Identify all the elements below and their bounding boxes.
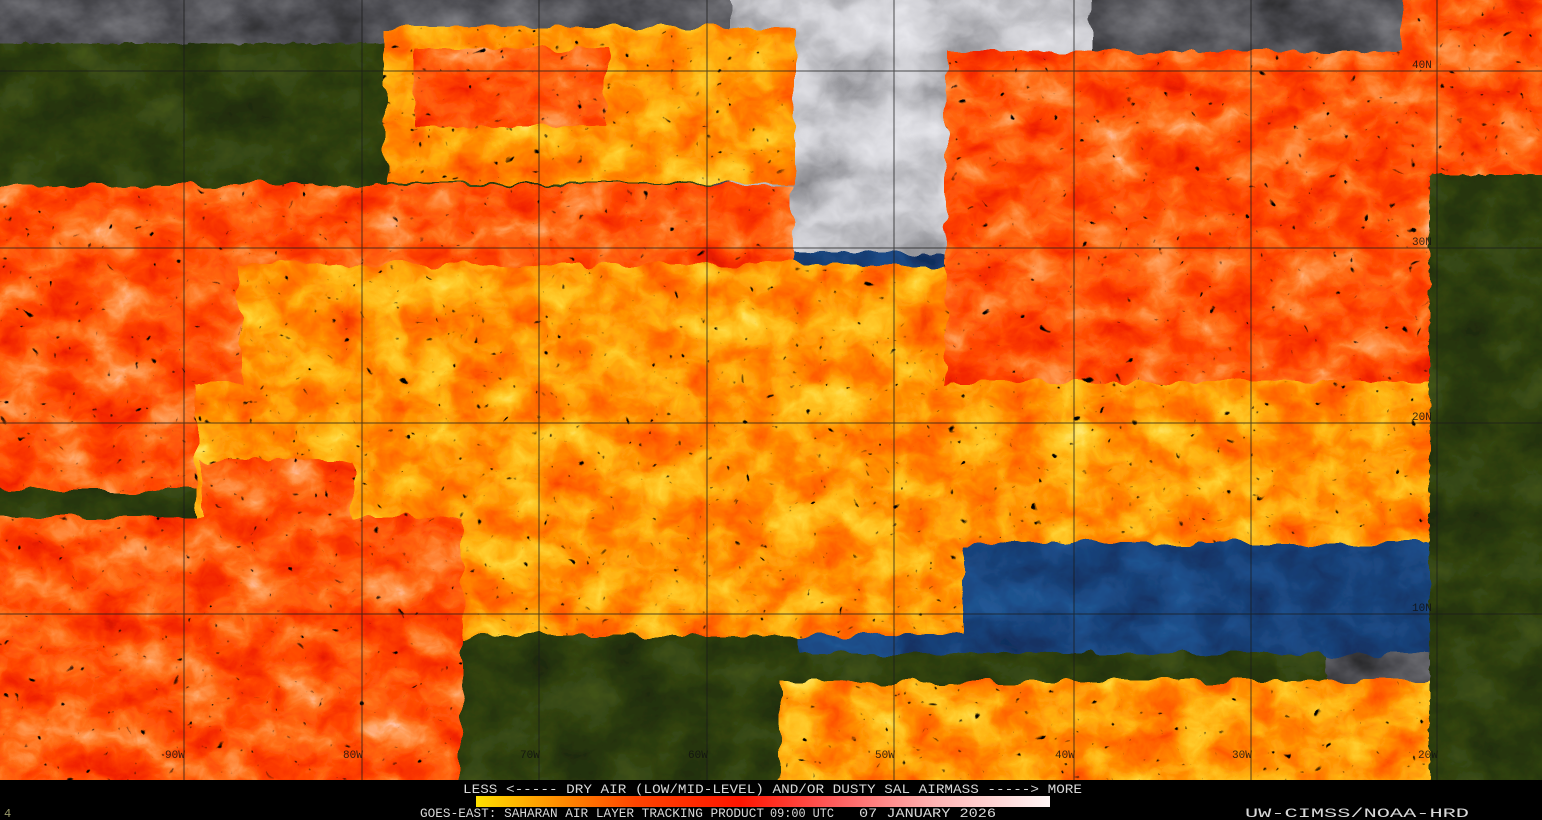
svg-text:09:00 UTC: 09:00 UTC <box>770 807 834 820</box>
svg-text:07 JANUARY 2026: 07 JANUARY 2026 <box>859 807 996 820</box>
svg-text:20W: 20W <box>1418 750 1438 762</box>
svg-text:20N: 20N <box>1412 412 1432 424</box>
svg-text:40N: 40N <box>1412 60 1432 72</box>
svg-text:30N: 30N <box>1412 237 1432 249</box>
svg-text:70W: 70W <box>520 750 540 762</box>
svg-text:GOES-EAST: SAHARAN AIR LAYER T: GOES-EAST: SAHARAN AIR LAYER TRACKING PR… <box>420 807 765 820</box>
svg-text:60W: 60W <box>688 750 708 762</box>
svg-text:40W: 40W <box>1055 750 1075 762</box>
svg-text:30W: 30W <box>1232 750 1252 762</box>
svg-text:10N: 10N <box>1412 603 1432 615</box>
svg-text:80W: 80W <box>343 750 363 762</box>
svg-text:4: 4 <box>4 807 11 820</box>
svg-text:LESS <----- DRY AIR (LOW/MID-L: LESS <----- DRY AIR (LOW/MID-LEVEL) AND/… <box>463 782 1082 797</box>
svg-text:90W: 90W <box>165 750 185 762</box>
svg-text:UW-CIMSS/NOAA-HRD: UW-CIMSS/NOAA-HRD <box>1245 807 1469 820</box>
svg-text:50W: 50W <box>875 750 895 762</box>
